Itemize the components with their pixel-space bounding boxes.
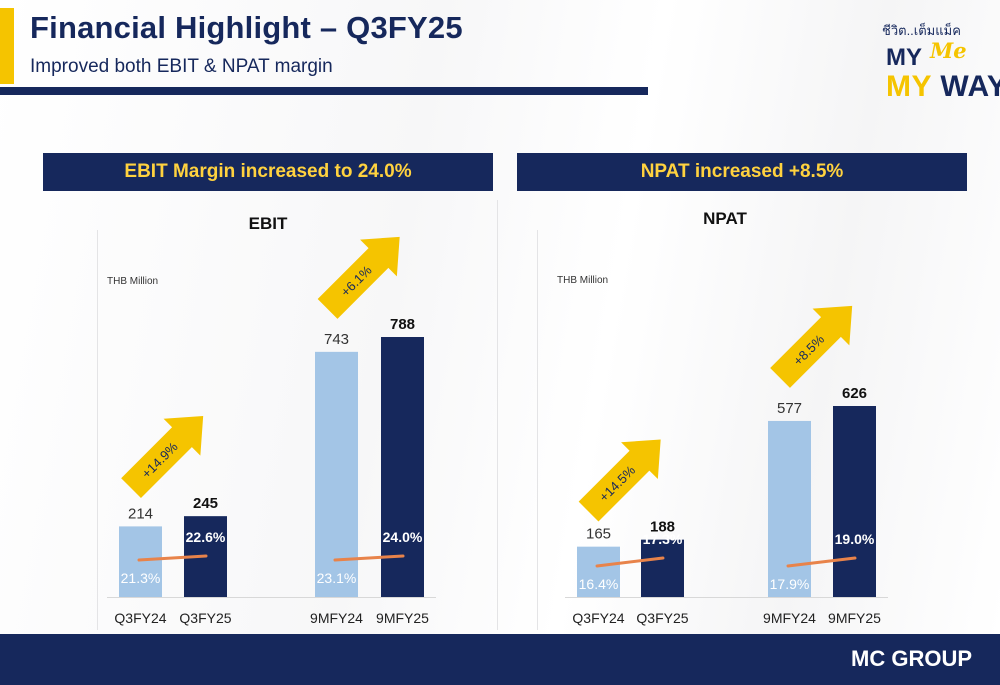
logo-me: Me — [930, 38, 967, 63]
npat-bar-9mfy25 — [833, 406, 876, 597]
ebit-value-label: 743 — [324, 331, 349, 348]
npat-margin-line — [786, 556, 857, 568]
ebit-value-label: 245 — [193, 495, 218, 512]
ebit-value-label: 788 — [390, 316, 415, 333]
ebit-margin-line — [333, 554, 405, 562]
ebit-chart-title: EBIT — [249, 214, 288, 233]
title-underline — [0, 87, 648, 95]
npat-panel-line — [537, 230, 538, 630]
ebit-growth-arrow-shape — [317, 236, 400, 319]
ebit-margin-line — [137, 554, 208, 562]
ebit-category-label: Q3FY24 — [114, 610, 166, 626]
footer-brand: MC GROUP — [851, 646, 972, 671]
npat-category-label: 9MFY24 — [763, 610, 816, 626]
logo-my2: MY — [886, 70, 932, 103]
ebit-margin-label: 24.0% — [383, 529, 423, 545]
ebit-category-label: Q3FY25 — [179, 610, 231, 626]
ebit-category-label: 9MFY24 — [310, 610, 363, 626]
panel-divider — [497, 200, 498, 630]
npat-growth-arrow-shape — [578, 439, 661, 522]
npat-value-label: 626 — [842, 385, 867, 402]
ebit-bar-q3fy24 — [119, 526, 162, 597]
ebit-value-label: 214 — [128, 505, 153, 522]
logo-way: WAY — [940, 70, 1000, 103]
page-title: Financial Highlight – Q3FY25 — [30, 10, 463, 45]
npat-unit-label: THB Million — [557, 275, 608, 286]
npat-chart-title: NPAT — [703, 209, 747, 228]
npat-margin-label: 17.3% — [643, 531, 683, 547]
title-accent-bar — [0, 8, 14, 84]
ebit-bar-9mfy24 — [315, 351, 358, 597]
npat-category-label: Q3FY25 — [636, 610, 688, 626]
npat-margin-label: 16.4% — [579, 576, 619, 592]
npat-margin-label: 19.0% — [835, 531, 875, 547]
npat-bar-q3fy25 — [641, 539, 684, 597]
ebit-growth-arrow: +6.1% — [317, 236, 400, 319]
npat-banner: NPAT increased +8.5% — [517, 153, 967, 191]
npat-bar-9mfy24 — [768, 420, 811, 597]
ebit-bar-9mfy25 — [381, 337, 424, 597]
npat-value-label: 188 — [650, 519, 675, 536]
npat-margin-label: 17.9% — [770, 576, 810, 592]
page-subtitle: Improved both EBIT & NPAT margin — [30, 56, 333, 77]
ebit-unit-label: THB Million — [107, 276, 158, 287]
npat-margin-line — [595, 556, 665, 568]
ebit-panel-line — [97, 230, 98, 630]
npat-value-label: 165 — [586, 526, 611, 543]
npat-category-label: Q3FY24 — [572, 610, 624, 626]
logo-tagline: ชีวิต..เต็มแม็ค — [882, 23, 961, 38]
npat-growth-arrow: +14.5% — [578, 439, 661, 522]
ebit-margin-label: 23.1% — [317, 570, 357, 586]
logo-my: MY — [886, 44, 922, 71]
npat-bar-q3fy24 — [577, 546, 620, 597]
ebit-banner: EBIT Margin increased to 24.0% — [43, 153, 493, 191]
logo-my-way: MY WAY — [886, 70, 1000, 104]
ebit-margin-label: 22.6% — [186, 529, 226, 545]
ebit-margin-label: 21.3% — [121, 570, 161, 586]
ebit-growth-arrow-shape — [121, 415, 204, 499]
brand-logo: ชีวิต..เต็มแม็ค MY Me MY WAY — [868, 20, 1000, 110]
ebit-category-label: 9MFY25 — [376, 610, 429, 626]
footer-bar: MC GROUP — [0, 634, 1000, 685]
npat-growth-arrow-shape — [770, 305, 853, 388]
npat-category-label: 9MFY25 — [828, 610, 881, 626]
npat-growth-arrow: +8.5% — [770, 305, 853, 388]
npat-value-label: 577 — [777, 400, 802, 417]
ebit-growth-arrow: +14.9% — [121, 415, 204, 499]
